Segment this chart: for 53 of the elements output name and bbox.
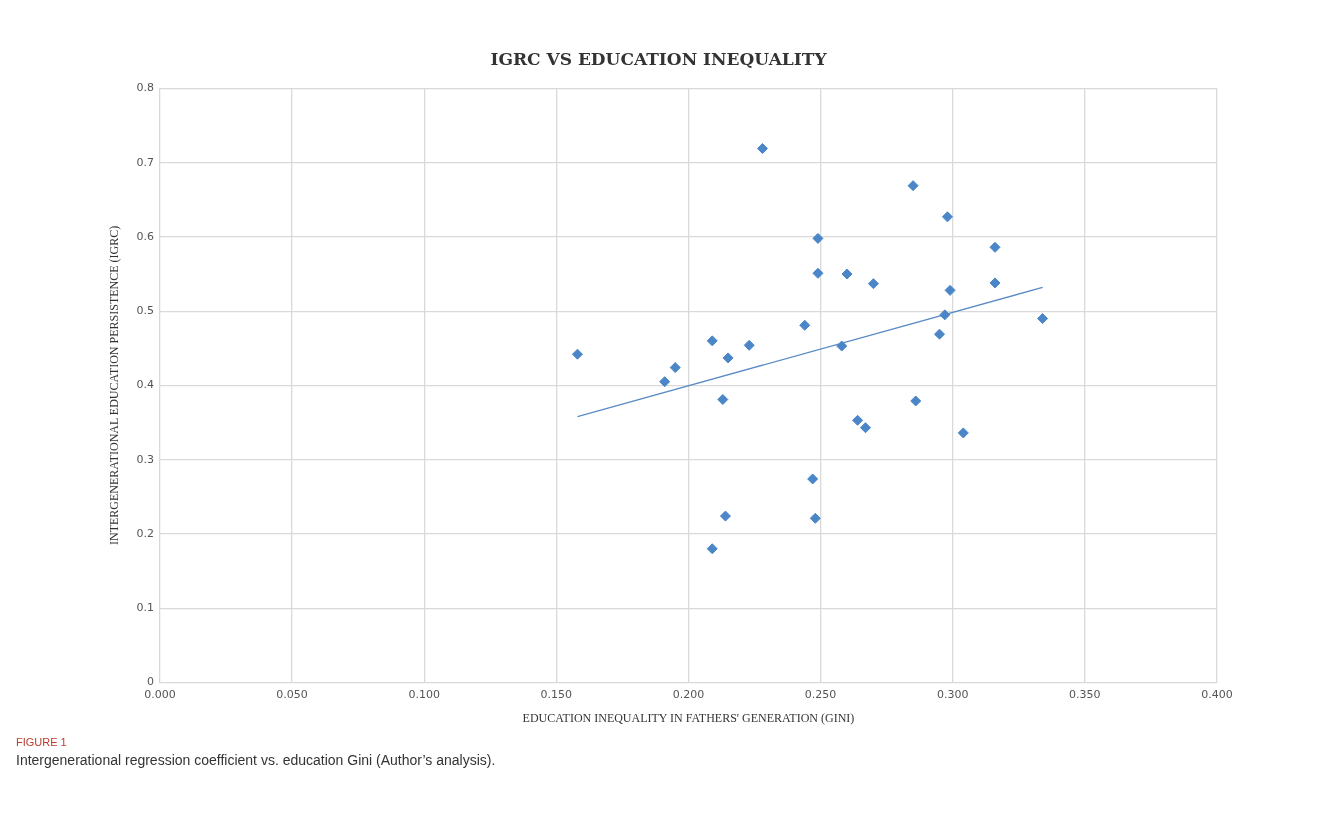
y-tick-label: 0.2 <box>136 526 154 540</box>
x-tick-label: 0.150 <box>540 687 573 701</box>
y-tick-label: 0.4 <box>136 378 154 392</box>
point <box>934 328 946 340</box>
y-tick-label: 0.6 <box>136 229 154 243</box>
point <box>852 414 864 426</box>
point <box>659 376 671 388</box>
point <box>860 422 872 434</box>
point <box>706 543 718 555</box>
point <box>957 427 969 439</box>
point <box>812 267 824 279</box>
y-axis-title: INTERGENERATIONAL EDUCATION PERSISTENCE (IGRC) <box>107 225 122 545</box>
point <box>706 335 718 347</box>
x-tick-label: 0.100 <box>408 687 440 701</box>
point <box>941 211 953 223</box>
x-tick-label: 0.400 <box>1201 687 1233 701</box>
point <box>1037 313 1049 325</box>
point <box>907 180 919 192</box>
x-axis-title: EDUCATION INEQUALITY IN FATHERS' GENERATION (GINI) <box>522 710 855 725</box>
caption: FIGURE 1 <box>16 736 68 748</box>
point <box>939 309 951 321</box>
y-tick-label: 0.1 <box>136 601 154 615</box>
point <box>719 510 731 522</box>
point <box>809 512 821 524</box>
x-tick-label: 0.350 <box>1069 687 1101 701</box>
point <box>989 277 1001 289</box>
y-tick-label: 0.7 <box>136 155 154 169</box>
point <box>722 352 734 364</box>
chart-title: IGRC VS EDUCATION INEQUALITY <box>490 48 828 69</box>
point <box>799 319 811 331</box>
point <box>836 340 848 352</box>
text: Intergenerational regression coefficient vs. education Gini (Author’s analysis). <box>16 752 497 768</box>
x-tick-label: 0.050 <box>276 687 308 701</box>
point <box>807 473 819 485</box>
point <box>944 284 956 296</box>
y-tick-label: 0.5 <box>136 304 154 318</box>
point <box>756 143 768 155</box>
point <box>910 395 922 407</box>
point <box>841 268 853 280</box>
point <box>743 339 755 351</box>
point <box>812 232 824 244</box>
x-tick-label: 0.200 <box>672 687 705 701</box>
y-tick-label: 0.3 <box>136 452 154 466</box>
x-tick-label: 0.300 <box>936 687 969 701</box>
point <box>571 348 583 360</box>
point <box>717 394 729 406</box>
point <box>669 362 681 374</box>
y-tick-label: 0.8 <box>136 81 154 95</box>
x-tick-label: 0.250 <box>804 687 837 701</box>
point <box>989 241 1001 253</box>
x-tick-label: 0.000 <box>144 687 176 701</box>
point <box>867 278 879 290</box>
y-tick-label: 0 <box>146 675 154 689</box>
